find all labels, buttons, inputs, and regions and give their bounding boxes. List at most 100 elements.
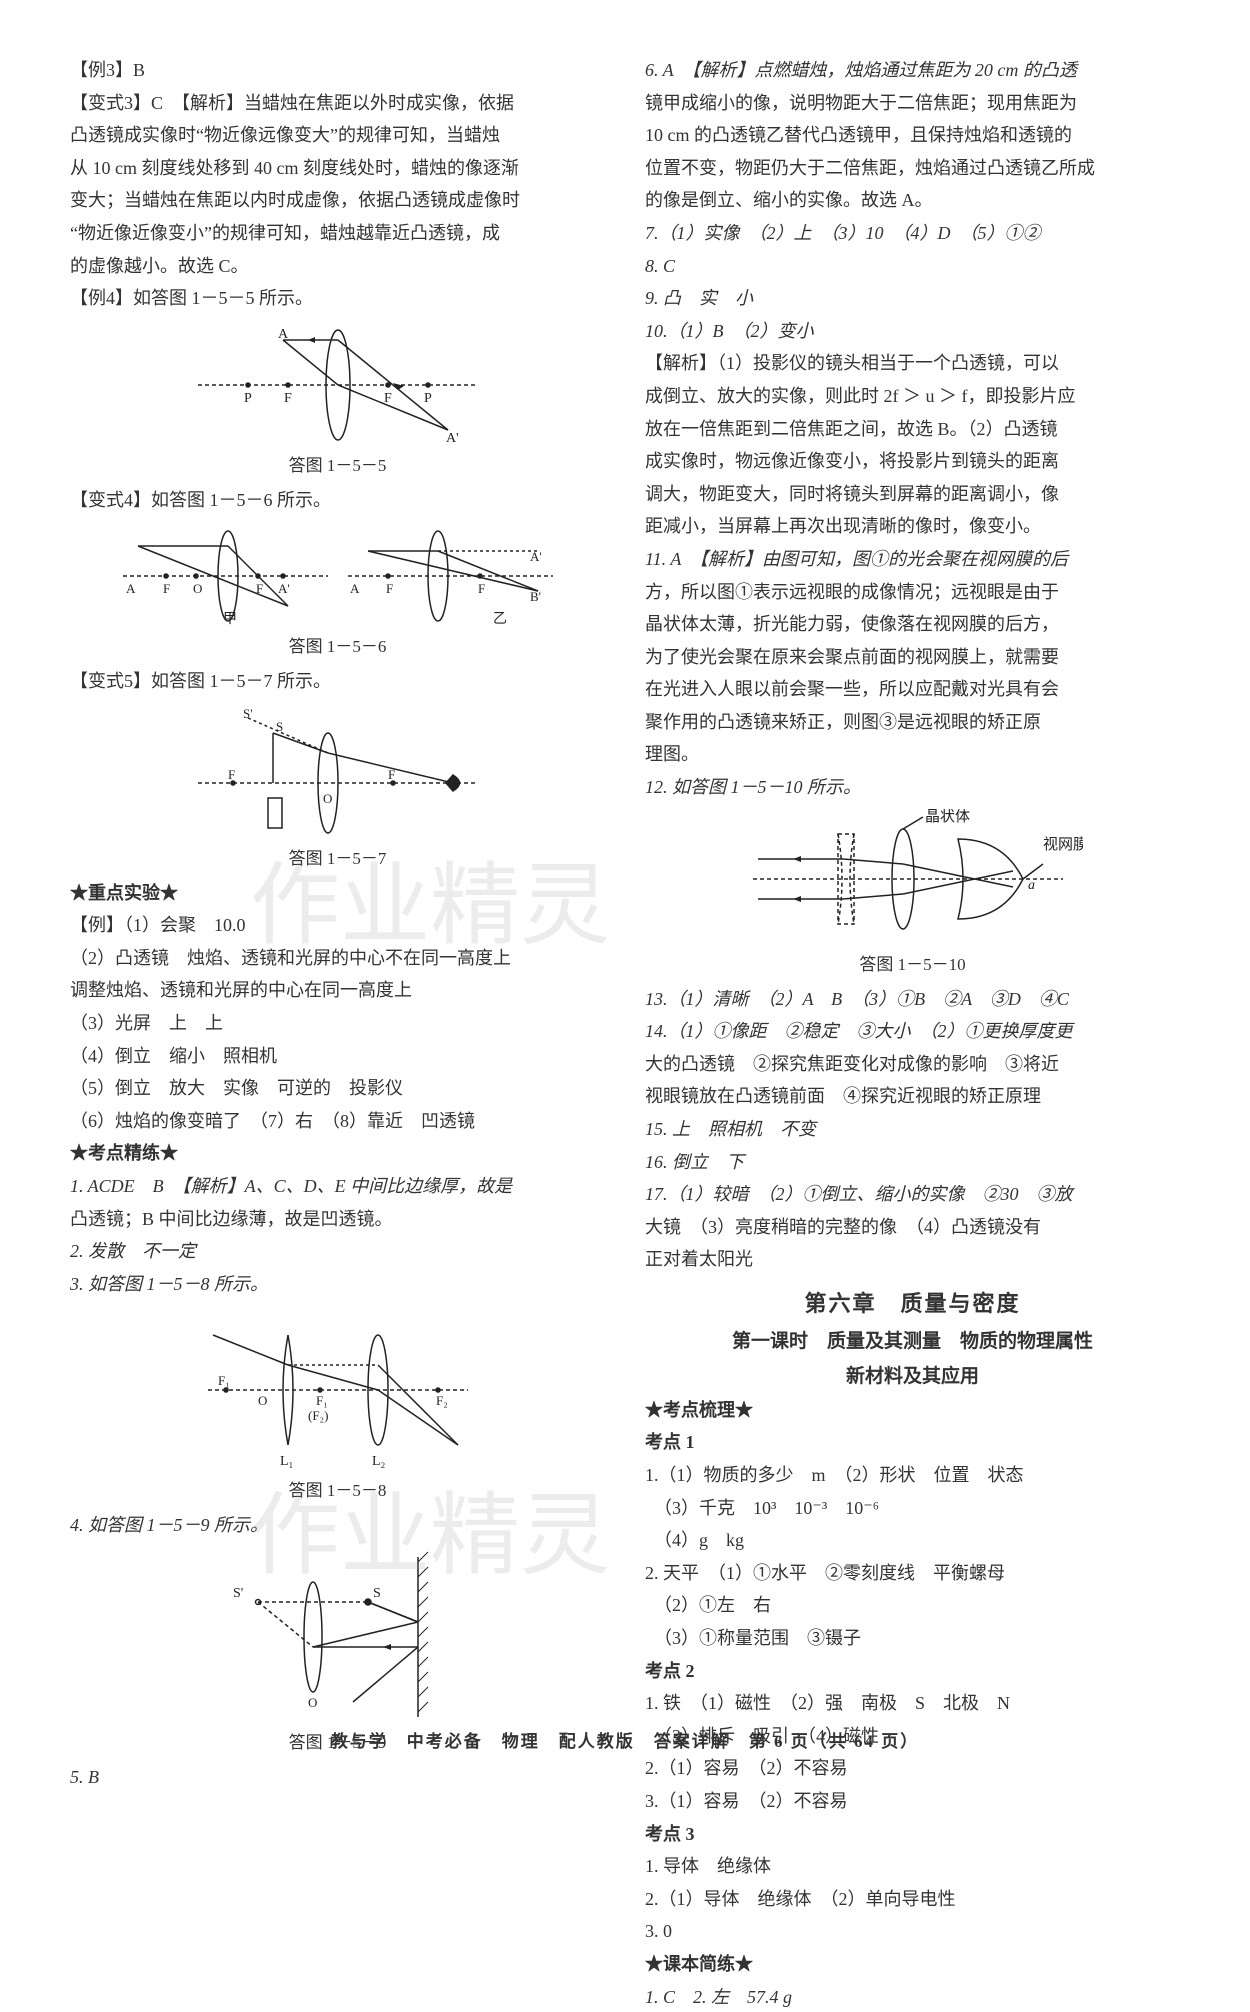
- text: 聚作用的凸透镜来矫正，则图③是远视眼的矫正原: [645, 707, 1180, 738]
- svg-text:F₁: F₁: [218, 1373, 230, 1388]
- text: 正对着太阳光: [645, 1244, 1180, 1275]
- svg-text:A: A: [126, 581, 136, 596]
- svg-text:O: O: [323, 791, 332, 806]
- svg-text:L₂: L₂: [372, 1454, 386, 1469]
- left-column: 【例3】B 【变式3】C 【解析】当蜡烛在焦距以外时成实像，依据 凸透镜成实像时…: [70, 55, 605, 1747]
- text: 视眼镜放在凸透镜前面 ④探究近视眼的矫正原理: [645, 1081, 1180, 1112]
- text: 9. 凸 实 小: [645, 283, 1180, 314]
- text: 成倒立、放大的实像，则此时 2f ＞ u ＞ f，即投影片应: [645, 381, 1180, 412]
- text: 3. 0: [645, 1916, 1180, 1947]
- text: （6）烛焰的像变暗了 （7）右 （8）靠近 凹透镜: [70, 1106, 605, 1137]
- figure-caption: 答图 1－5－6: [289, 633, 387, 662]
- text: 为了使光会聚在原来会聚点前面的视网膜上，就需要: [645, 642, 1180, 673]
- text: （3）光屏 上 上: [70, 1008, 605, 1039]
- svg-text:甲: 甲: [223, 612, 237, 627]
- svg-text:S': S': [243, 706, 253, 721]
- kaodian-heading: 考点 3: [645, 1819, 1180, 1850]
- text: 晶状体太薄，折光能力弱，使像落在视网膜的后方，: [645, 609, 1180, 640]
- figure-caption: 答图 1－5－5: [289, 452, 387, 481]
- text: 【例4】如答图 1－5－5 所示。: [70, 283, 605, 314]
- svg-text:A': A': [278, 581, 290, 596]
- text: 10 cm 的凸透镜乙替代凸透镜甲，且保持烛焰和透镜的: [645, 120, 1180, 151]
- label: a: [1028, 878, 1035, 893]
- text: 1. 导体 绝缘体: [645, 1851, 1180, 1882]
- svg-text:F: F: [386, 581, 393, 596]
- text: （5）倒立 放大 实像 可逆的 投影仪: [70, 1073, 605, 1104]
- text: 【变式5】如答图 1－5－7 所示。: [70, 666, 605, 697]
- svg-text:F₂: F₂: [436, 1393, 448, 1408]
- text: 大镜 （3）亮度稍暗的完整的像 （4）凸透镜没有: [645, 1212, 1180, 1243]
- svg-text:F: F: [478, 581, 485, 596]
- svg-text:S': S': [233, 1586, 243, 1601]
- text: 方，所以图①表示远视眼的成像情况；远视眼是由于: [645, 577, 1180, 608]
- text: 变大；当蜡烛在焦距以内时成虚像，依据凸透镜成虚像时: [70, 185, 605, 216]
- section-heading: ★重点实验★: [70, 878, 605, 909]
- text: （3）千克 10³ 10⁻³ 10⁻⁶: [645, 1493, 1180, 1524]
- text: 调整烛焰、透镜和光屏的中心在同一高度上: [70, 975, 605, 1006]
- text: 凸透镜；B 中间比边缘薄，故是凹透镜。: [70, 1204, 605, 1235]
- svg-text:P: P: [244, 391, 252, 406]
- section-heading: ★考点精练★: [70, 1138, 605, 1169]
- figure-caption: 答图 1－5－8: [289, 1477, 387, 1506]
- text: 5. B: [70, 1762, 605, 1793]
- text: 距减小，当屏幕上再次出现清晰的像时，像变小。: [645, 511, 1180, 542]
- text: 1.（1）物质的多少 m （2）形状 位置 状态: [645, 1460, 1180, 1491]
- text: 【变式3】C 【解析】当蜡烛在焦距以外时成实像，依据: [70, 88, 605, 119]
- svg-text:S: S: [276, 719, 283, 734]
- text: 的虚像越小。故选 C。: [70, 251, 605, 282]
- text: 11. A 【解析】由图可知，图①的光会聚在视网膜的后: [645, 544, 1180, 575]
- svg-text:F: F: [163, 581, 170, 596]
- right-column: 6. A 【解析】点燃蜡烛，烛焰通过焦距为 20 cm 的凸透 镜甲成缩小的像，…: [645, 55, 1180, 1747]
- text: 在光进入人眼以前会聚一些，所以应配戴对光具有会: [645, 674, 1180, 705]
- svg-text:O: O: [308, 1695, 317, 1710]
- text: 【例】（1）会聚 10.0: [70, 910, 605, 941]
- text: 4. 如答图 1－5－9 所示。: [70, 1510, 605, 1541]
- text: 14.（1）①像距 ②稳定 ③大小 （2）①更换厚度更: [645, 1016, 1180, 1047]
- text: 3.（1）容易 （2）不容易: [645, 1786, 1180, 1817]
- svg-text:F: F: [284, 391, 292, 406]
- text: 1. ACDE B 【解析】A、C、D、E 中间比边缘厚，故是: [70, 1171, 605, 1202]
- text: （3）①称量范围 ③镊子: [645, 1623, 1180, 1654]
- svg-text:P: P: [424, 391, 432, 406]
- text: （4）g kg: [645, 1525, 1180, 1556]
- svg-text:O: O: [258, 1393, 267, 1408]
- text: 的像是倒立、缩小的实像。故选 A。: [645, 185, 1180, 216]
- svg-text:F: F: [228, 767, 235, 782]
- text: 镜甲成缩小的像，说明物距大于二倍焦距；现用焦距为: [645, 88, 1180, 119]
- figure-1-5-5: P F F P A A' 答图 1－5－5: [70, 320, 605, 481]
- svg-text:B': B': [530, 589, 541, 604]
- chapter-title: 第六章 质量与密度: [645, 1285, 1180, 1322]
- text: 理图。: [645, 739, 1180, 770]
- text: 16. 倒立 下: [645, 1147, 1180, 1178]
- text: 【变式4】如答图 1－5－6 所示。: [70, 485, 605, 516]
- page-footer: 教与学 中考必备 物理 配人教版 答案详解 第 6 页（共 64 页）: [0, 1728, 1250, 1757]
- text: （4）倒立 缩小 照相机: [70, 1041, 605, 1072]
- text: 从 10 cm 刻度线处移到 40 cm 刻度线处时，蜡烛的像逐渐: [70, 153, 605, 184]
- svg-text:S: S: [373, 1586, 381, 1601]
- text: 17.（1）较暗 （2）①倒立、缩小的实像 ②30 ③放: [645, 1179, 1180, 1210]
- text: 15. 上 照相机 不变: [645, 1114, 1180, 1145]
- text: 调大，物距变大，同时将镜头到屏幕的距离调小，像: [645, 479, 1180, 510]
- svg-text:F₁: F₁: [316, 1393, 328, 1408]
- page: 【例3】B 【变式3】C 【解析】当蜡烛在焦距以外时成实像，依据 凸透镜成实像时…: [70, 55, 1180, 1747]
- text: 【例3】B: [70, 55, 605, 86]
- svg-text:O: O: [193, 581, 202, 596]
- section-heading: ★考点梳理★: [645, 1395, 1180, 1426]
- section-heading: ★课本简练★: [645, 1949, 1180, 1980]
- svg-text:L₁: L₁: [280, 1454, 293, 1469]
- text: 大的凸透镜 ②探究焦距变化对成像的影响 ③将近: [645, 1049, 1180, 1080]
- text: 2. 发散 不一定: [70, 1236, 605, 1267]
- text: 3. 如答图 1－5－8 所示。: [70, 1269, 605, 1300]
- text: 2.（1）容易 （2）不容易: [645, 1753, 1180, 1784]
- kaodian-heading: 考点 2: [645, 1656, 1180, 1687]
- text: “物近像近像变小”的规律可知，蜡烛越靠近凸透镜，成: [70, 218, 605, 249]
- label: 视网膜: [1043, 836, 1083, 853]
- lesson-title: 新材料及其应用: [645, 1361, 1180, 1393]
- text: （2）①左 右: [645, 1590, 1180, 1621]
- text: 12. 如答图 1－5－10 所示。: [645, 772, 1180, 803]
- text: 成实像时，物远像近像变小，将投影片到镜头的距离: [645, 446, 1180, 477]
- text: 放在一倍焦距到二倍焦距之间，故选 B。（2）凸透镜: [645, 414, 1180, 445]
- text: 1. 铁 （1）磁性 （2）强 南极 S 北极 N: [645, 1688, 1180, 1719]
- text: （2）凸透镜 烛焰、透镜和光屏的中心不在同一高度上: [70, 943, 605, 974]
- text: 2.（1）导体 绝缘体 （2）单向导电性: [645, 1884, 1180, 1915]
